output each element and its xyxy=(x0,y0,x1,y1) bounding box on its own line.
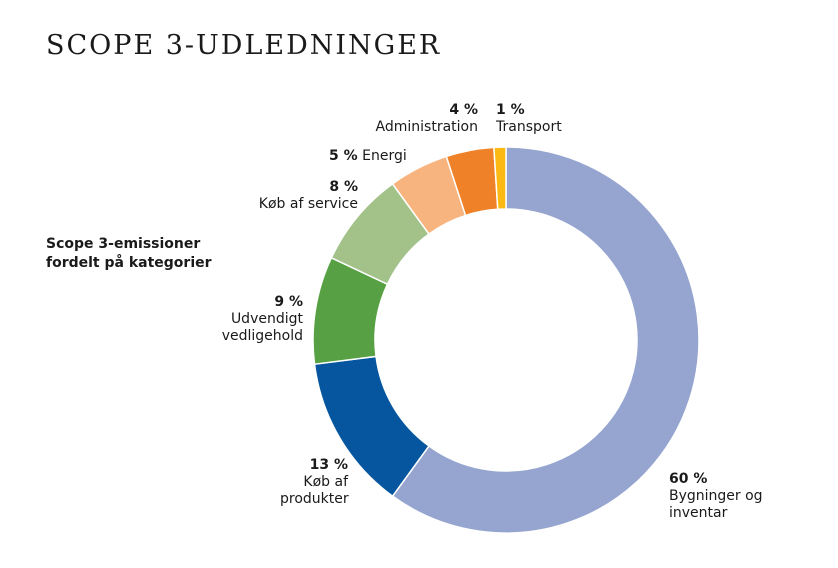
donut-slice-6 xyxy=(493,146,507,211)
label-administration: 4 % Administration xyxy=(360,102,478,136)
chart-subtitle: Scope 3-emissioner fordelt på kategorier xyxy=(46,236,212,271)
page-title: SCOPE 3-UDLEDNINGER xyxy=(46,30,442,61)
label-transport-name: Transport xyxy=(496,119,562,135)
label-bygninger: 60 % Bygninger og inventar xyxy=(669,471,799,522)
label-koeb-produkter-name: Køb af produkter xyxy=(280,474,349,507)
label-transport-pct: 1 % xyxy=(496,102,525,118)
label-energi: 5 % Energi xyxy=(329,148,407,165)
label-koeb-service-name: Køb af service xyxy=(258,196,358,212)
label-koeb-produkter: 13 % Køb af produkter xyxy=(240,457,349,508)
label-bygninger-name: Bygninger og inventar xyxy=(669,488,763,521)
label-udvendigt: 9 % Udvendigt vedligehold xyxy=(200,294,303,345)
label-administration-pct: 4 % xyxy=(449,102,478,118)
label-administration-name: Administration xyxy=(375,119,478,135)
label-energi-pct: 5 % xyxy=(329,148,358,164)
label-bygninger-pct: 60 % xyxy=(669,471,708,487)
label-energi-name: Energi xyxy=(362,148,407,164)
label-transport: 1 % Transport xyxy=(496,102,586,136)
label-udvendigt-pct: 9 % xyxy=(274,294,303,310)
donut-slice-0 xyxy=(391,146,700,534)
label-koeb-service-pct: 8 % xyxy=(329,179,358,195)
label-udvendigt-name: Udvendigt vedligehold xyxy=(221,311,303,344)
label-koeb-produkter-pct: 13 % xyxy=(309,457,348,473)
label-koeb-service: 8 % Køb af service xyxy=(230,179,358,213)
